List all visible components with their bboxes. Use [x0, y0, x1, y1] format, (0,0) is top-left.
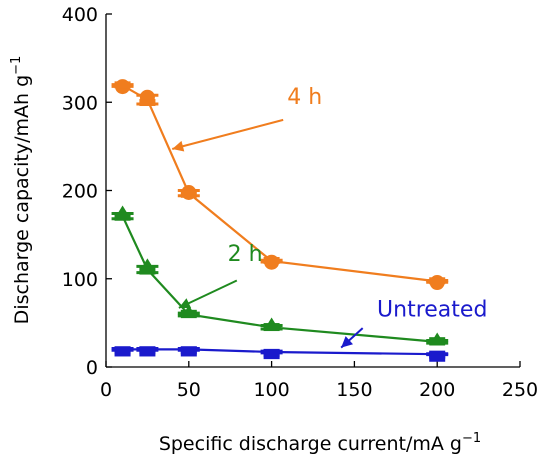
series-line: [122, 84, 438, 283]
data-point-discharge: [114, 81, 131, 89]
y-tick-label: 200: [62, 181, 98, 203]
annotation-arrow-shaft: [171, 118, 284, 150]
x-tick-label: 250: [502, 379, 538, 401]
y-axis-label: Discharge capacity/mAh g−1: [9, 56, 33, 325]
x-tick-label: 0: [100, 379, 112, 401]
annotation-arrow-head: [178, 298, 192, 309]
x-axis-label-superscript: −1: [462, 431, 481, 446]
data-point-discharge: [139, 346, 156, 355]
annotation-label: 2 h: [228, 242, 263, 267]
y-axis-label-text: Discharge capacity/mAh g: [11, 75, 33, 324]
data-point-discharge: [429, 337, 446, 346]
series-2-h: [111, 205, 449, 346]
x-tick-label: 200: [419, 379, 455, 401]
data-point-discharge: [429, 350, 446, 359]
annotation-untreated: Untreated: [340, 298, 487, 349]
data-point-discharge: [263, 323, 280, 332]
data-point-discharge: [114, 212, 131, 221]
y-tick-label: 0: [86, 357, 98, 379]
x-tick-label: 100: [253, 379, 289, 401]
series-4-h: [111, 79, 449, 291]
data-point-discharge: [114, 346, 131, 355]
series-layer: [111, 79, 449, 362]
y-tick-label: 400: [62, 4, 98, 26]
data-point-discharge: [263, 256, 280, 264]
y-axis-label-superscript: −1: [9, 56, 24, 75]
x-tick-label: 150: [336, 379, 372, 401]
data-point-discharge: [429, 277, 446, 285]
data-point-discharge: [263, 348, 280, 357]
annotation-2-h: 2 h: [178, 242, 263, 309]
data-point-discharge: [139, 99, 156, 107]
annotation-layer: 4 h 2 h Untreated: [171, 85, 487, 349]
x-axis-label: Specific discharge current/mA g−1: [159, 431, 481, 455]
annotation-arrow-head: [172, 140, 185, 152]
data-point-discharge: [139, 266, 156, 275]
y-tick-label: 300: [62, 92, 98, 114]
series-untreated: [111, 346, 449, 362]
annotation-4-h: 4 h: [171, 85, 322, 152]
annotation-label: Untreated: [377, 298, 487, 323]
x-axis-label-text: Specific discharge current/mA g: [159, 433, 462, 455]
annotation-label: 4 h: [287, 85, 322, 110]
annotation-arrow-head: [341, 336, 354, 348]
data-point-discharge: [180, 190, 197, 198]
series-line: [121, 215, 438, 343]
axes: 0 100 200 300 400 0 50 100 150 200 250: [62, 4, 538, 401]
data-point-discharge: [180, 309, 197, 318]
x-tick-label: 50: [177, 379, 201, 401]
y-tick-label: 100: [62, 269, 98, 291]
data-point-discharge: [180, 346, 197, 355]
